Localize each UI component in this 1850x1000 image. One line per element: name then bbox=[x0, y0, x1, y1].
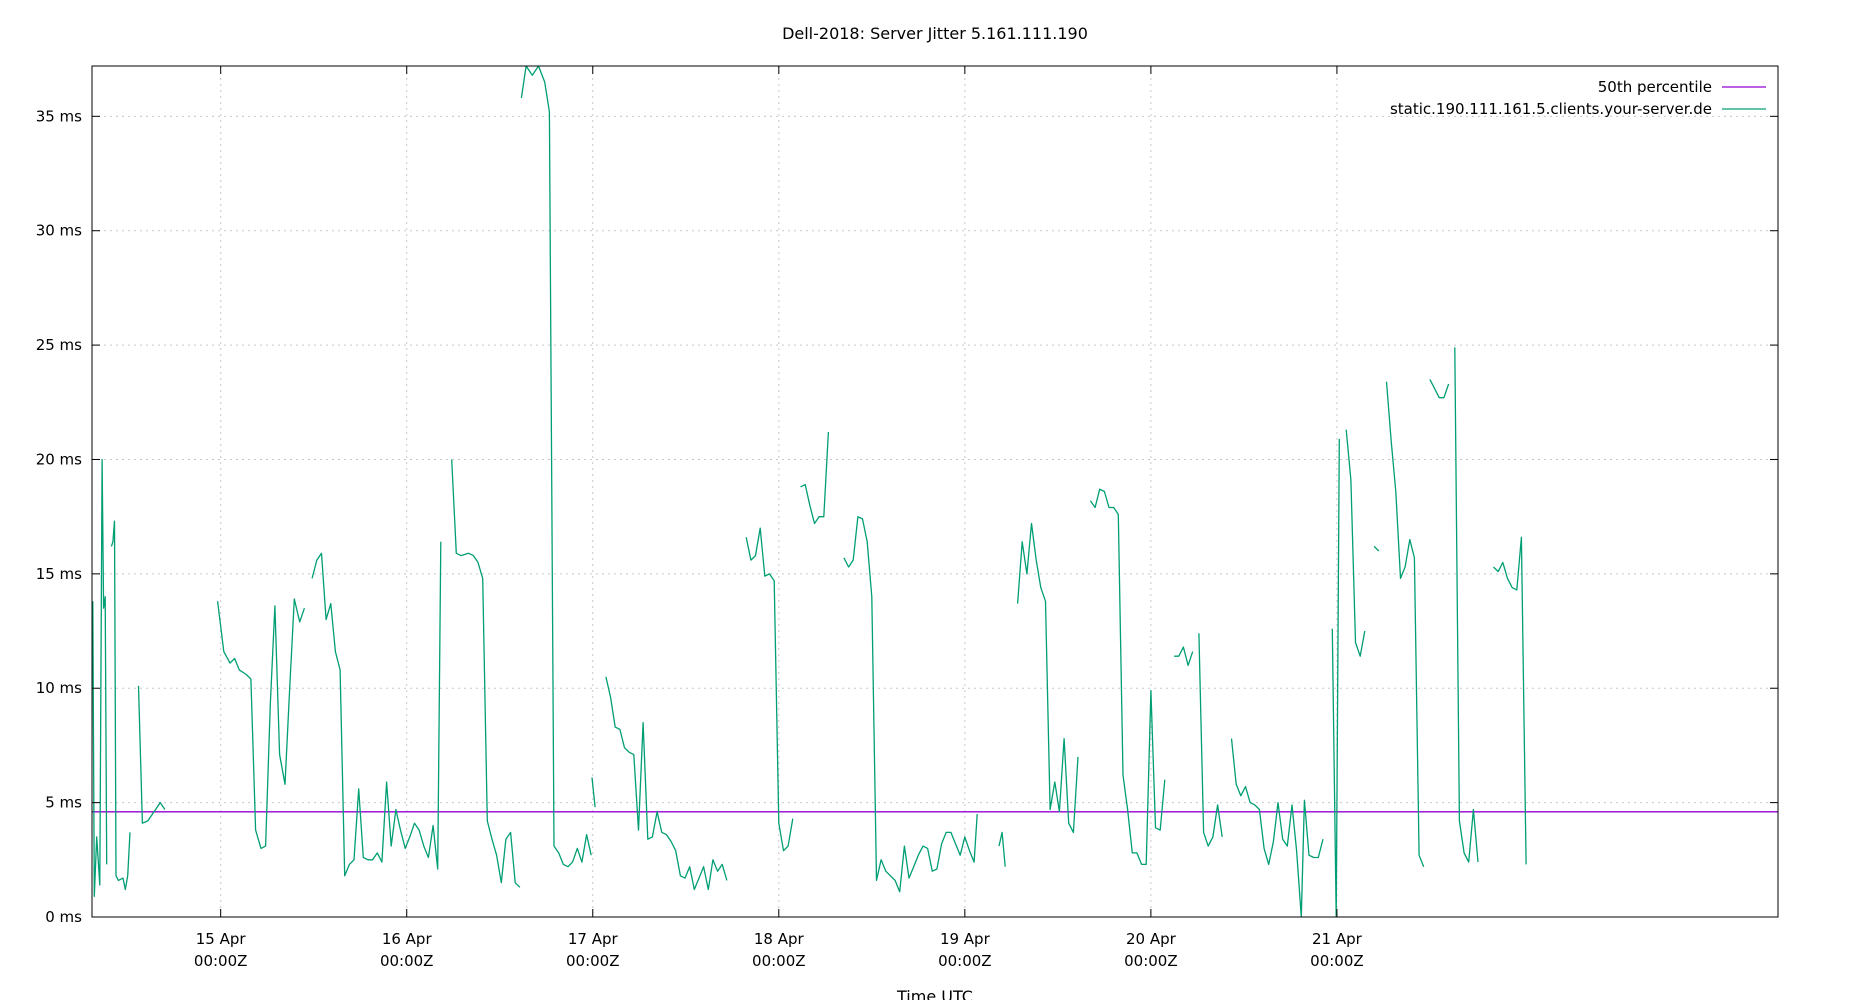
series-server-jitter bbox=[92, 66, 1527, 917]
y-tick-label: 25 ms bbox=[36, 336, 82, 354]
legend-entry-label: 50th percentile bbox=[1598, 78, 1712, 96]
x-tick-date-label: 20 Apr bbox=[1126, 930, 1177, 948]
series-line-segment bbox=[843, 516, 978, 893]
y-tick-label: 10 ms bbox=[36, 679, 82, 697]
x-tick-time-label: 00:00Z bbox=[1124, 952, 1178, 970]
axis-ticks: 0 ms 5 ms 10 ms 15 ms 20 ms 25 ms 30 ms 35 ms 15… bbox=[36, 66, 1778, 970]
chart-title: Dell-2018: Server Jitter 5.161.111.190 bbox=[782, 24, 1088, 43]
series-line-segment bbox=[110, 520, 131, 891]
x-tick-time-label: 00:00Z bbox=[566, 952, 620, 970]
series-line-segment bbox=[605, 676, 728, 891]
series-line-segment bbox=[1089, 488, 1166, 866]
y-tick-label: 5 ms bbox=[45, 794, 82, 812]
series-line-segment bbox=[1429, 379, 1450, 399]
x-tick-date-label: 21 Apr bbox=[1312, 930, 1363, 948]
plot-frame bbox=[91, 65, 1779, 918]
series-line-segment bbox=[1454, 347, 1479, 863]
legend: 50th percentile static.190.111.161.5.clie… bbox=[1390, 78, 1766, 118]
x-tick-time-label: 00:00Z bbox=[752, 952, 806, 970]
series-line-segment bbox=[745, 527, 794, 852]
series-line-segment bbox=[1331, 438, 1340, 917]
series-line-segment bbox=[451, 459, 521, 888]
y-tick-label: 30 ms bbox=[36, 222, 82, 240]
series-line-segment bbox=[800, 431, 830, 525]
x-tick-time-label: 00:00Z bbox=[380, 952, 434, 970]
series-line-segment bbox=[92, 458, 108, 898]
y-tick-label: 15 ms bbox=[36, 565, 82, 583]
series-line-segment bbox=[520, 66, 592, 868]
series-line-segment bbox=[311, 541, 442, 877]
x-tick-date-label: 19 Apr bbox=[940, 930, 991, 948]
x-tick-time-label: 00:00Z bbox=[1310, 952, 1364, 970]
series-lines bbox=[92, 66, 1778, 917]
x-tick-time-label: 00:00Z bbox=[194, 952, 248, 970]
series-line-segment bbox=[137, 685, 166, 824]
legend-entry-label: static.190.111.161.5.clients.your-server… bbox=[1390, 100, 1712, 118]
series-line-segment bbox=[1373, 545, 1380, 552]
series-line-segment bbox=[591, 777, 596, 808]
x-tick-date-label: 18 Apr bbox=[754, 930, 805, 948]
series-line-segment bbox=[1345, 429, 1366, 657]
y-tick-label: 20 ms bbox=[36, 450, 82, 468]
series-line-segment bbox=[216, 598, 306, 850]
x-tick-time-label: 00:00Z bbox=[938, 952, 992, 970]
y-tick-label: 35 ms bbox=[36, 107, 82, 125]
series-line-segment bbox=[1493, 536, 1527, 865]
x-axis-label: Time UTC bbox=[896, 987, 973, 1000]
series-line-segment bbox=[1016, 522, 1079, 834]
series-line-segment bbox=[1198, 633, 1223, 847]
y-tick-label: 0 ms bbox=[45, 908, 82, 926]
series-line-segment bbox=[1174, 646, 1194, 667]
series-line-segment bbox=[1230, 738, 1324, 917]
series-line-segment bbox=[998, 831, 1006, 867]
series-line-segment bbox=[1385, 381, 1425, 867]
x-tick-date-label: 15 Apr bbox=[196, 930, 247, 948]
x-tick-date-label: 17 Apr bbox=[568, 930, 619, 948]
x-tick-date-label: 16 Apr bbox=[382, 930, 433, 948]
